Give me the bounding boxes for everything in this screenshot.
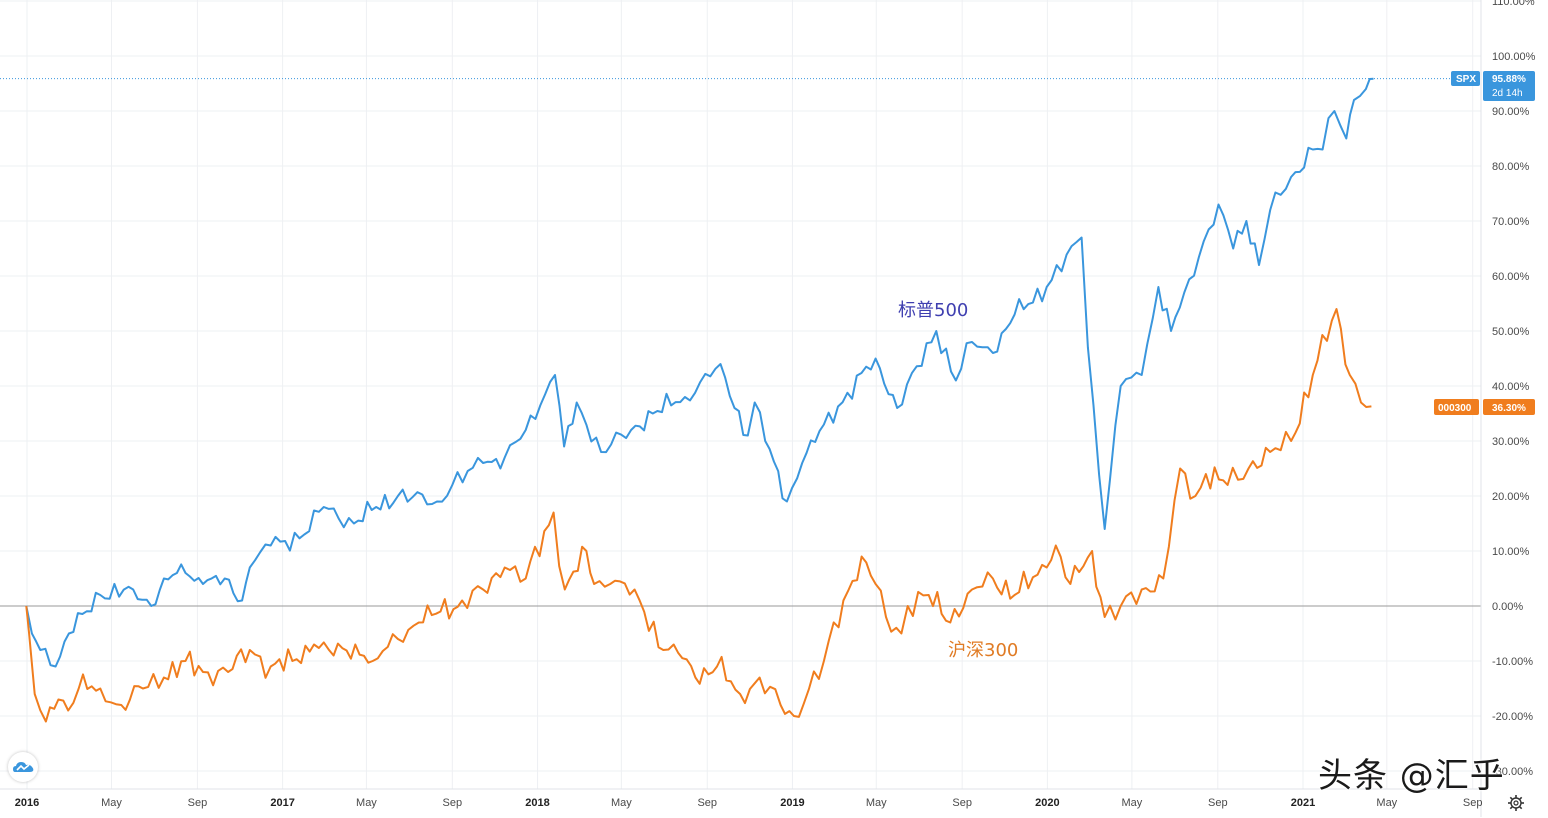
price-tick-label: 90.00% xyxy=(1492,106,1530,118)
time-tick-label: 2019 xyxy=(780,797,804,809)
time-tick-label: Sep xyxy=(443,797,463,809)
time-tick-label: Sep xyxy=(697,797,717,809)
time-tick-label: Sep xyxy=(952,797,972,809)
grid-lines xyxy=(0,0,1481,789)
time-tick-label: 2020 xyxy=(1035,797,1059,809)
time-tick-label: 2018 xyxy=(525,797,549,809)
price-scale[interactable]: 110.00% 100.00% 90.00% 80.00% 70.00% 60.00% 50… xyxy=(1492,0,1536,778)
spx-value-text: 95.88% xyxy=(1492,74,1526,85)
series-lines xyxy=(25,77,1374,723)
price-tick-label: 60.00% xyxy=(1492,271,1530,283)
spx-value-box xyxy=(1483,71,1535,101)
price-tick-label: -10.00% xyxy=(1492,656,1533,668)
spx-symbol-box xyxy=(1451,71,1480,86)
price-tick-label: 0.00% xyxy=(1492,601,1523,613)
spx-countdown-text: 2d 14h xyxy=(1492,88,1523,99)
csi-value-text: 36.30% xyxy=(1492,403,1526,414)
price-tick-label: 30.00% xyxy=(1492,436,1530,448)
price-tick-label: 50.00% xyxy=(1492,326,1530,338)
csi-symbol-text: 000300 xyxy=(1438,403,1472,414)
spx-price-tag[interactable]: SPX 95.88% 2d 14h xyxy=(1451,71,1535,101)
csi-series-label: 沪深300 xyxy=(948,640,1018,661)
price-tick-label: 80.00% xyxy=(1492,161,1530,173)
price-tick-label: 100.00% xyxy=(1492,51,1536,63)
price-tick-label: 70.00% xyxy=(1492,216,1530,228)
watermark-text: 头条 @汇乎 xyxy=(1318,756,1505,796)
price-tick-label: 40.00% xyxy=(1492,381,1530,393)
time-tick-label: Sep xyxy=(1208,797,1228,809)
spx-series-label: 标普500 xyxy=(898,300,968,321)
time-tick-label: Sep xyxy=(1463,797,1483,809)
time-tick-label: Sep xyxy=(188,797,208,809)
time-scale[interactable]: 2016 May Sep 2017 May Sep 2018 May Sep 2019 May Sep… xyxy=(15,797,1483,809)
time-tick-label: May xyxy=(866,797,887,809)
gear-icon[interactable] xyxy=(1505,793,1527,813)
price-tick-label: 110.00% xyxy=(1492,0,1535,8)
tradingview-cloud-icon[interactable] xyxy=(8,752,38,782)
csi-symbol-box xyxy=(1434,399,1479,415)
time-tick-label: May xyxy=(1121,797,1142,809)
csi-series-line[interactable] xyxy=(25,308,1372,723)
spx-series-line[interactable] xyxy=(25,77,1374,668)
price-tick-label: -30.00% xyxy=(1492,766,1533,778)
price-tick-label: 20.00% xyxy=(1492,491,1530,503)
price-tick-label: -20.00% xyxy=(1492,711,1533,723)
time-tick-label: 2021 xyxy=(1291,797,1315,809)
price-tick-label: 10.00% xyxy=(1492,546,1530,558)
spx-symbol-text: SPX xyxy=(1456,74,1476,85)
time-tick-label: May xyxy=(1376,797,1397,809)
time-tick-label: 2016 xyxy=(15,797,39,809)
time-tick-label: May xyxy=(356,797,377,809)
time-tick-label: 2017 xyxy=(270,797,294,809)
time-tick-label: May xyxy=(611,797,632,809)
time-tick-label: May xyxy=(101,797,122,809)
csi-price-tag[interactable]: 000300 36.30% xyxy=(1434,399,1535,415)
csi-value-box xyxy=(1483,399,1535,415)
